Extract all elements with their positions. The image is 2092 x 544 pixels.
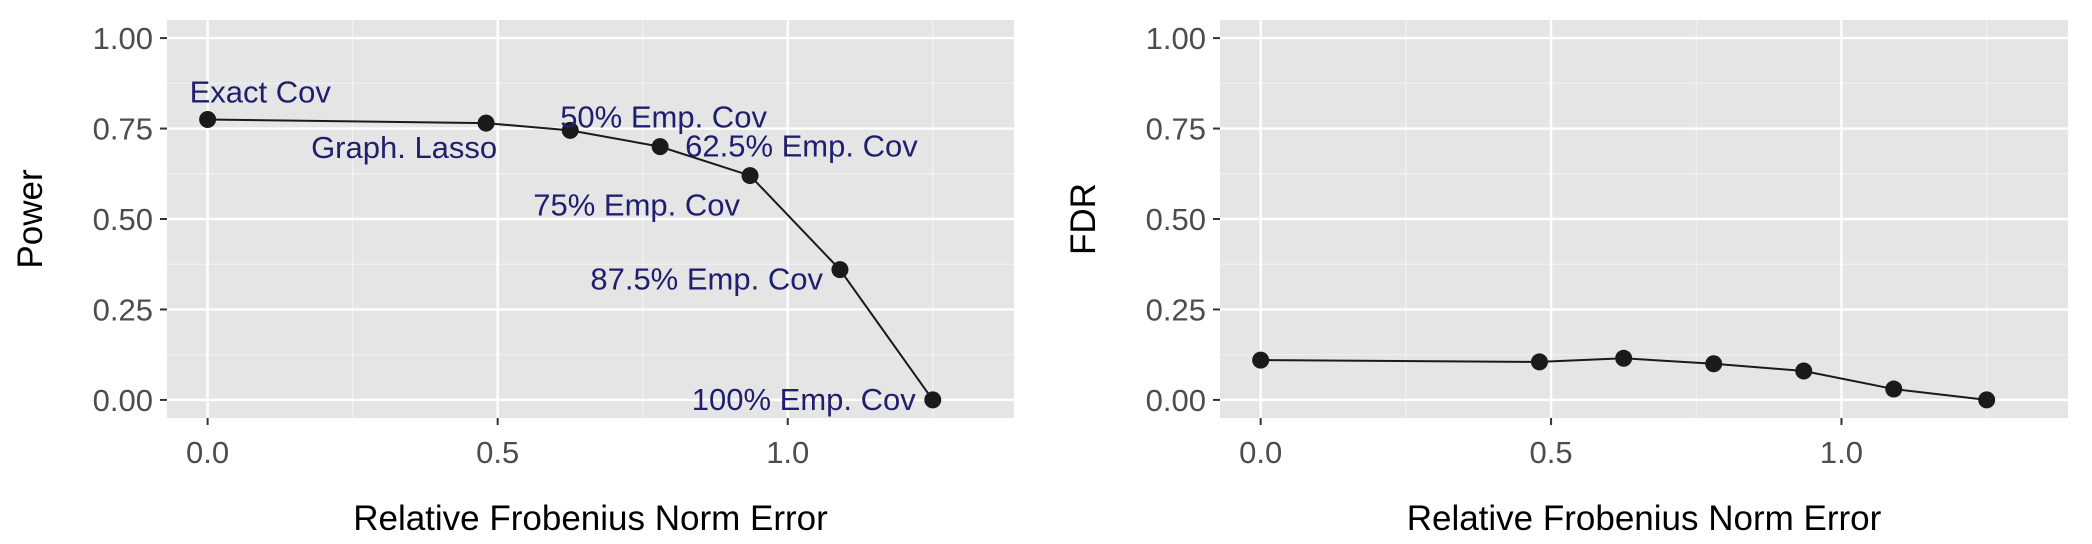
chart-panel-2: 0.00 0.25 0.50 0.75 1.00 0.0 0.5 1.0 Relative Fr…	[1064, 20, 2068, 538]
data-point	[651, 138, 669, 156]
y-tick-label: 0.00	[93, 383, 153, 418]
x-tick-label: 1.0	[1820, 435, 1863, 470]
point-annotation: 62.5% Emp. Cov	[685, 129, 918, 164]
x-tick-label: 0.0	[1239, 435, 1282, 470]
data-point	[1252, 351, 1270, 369]
data-point	[561, 121, 579, 139]
data-point	[199, 111, 217, 128]
data-point	[831, 261, 849, 279]
data-point	[1615, 349, 1633, 367]
data-point	[1885, 380, 1903, 398]
point-annotation: 87.5% Emp. Cov	[590, 262, 823, 297]
point-annotation: 75% Emp. Cov	[533, 188, 740, 223]
x-axis-title: Relative Frobenius Norm Error	[353, 499, 828, 538]
chart-panel-1: 0.00 0.25 0.50 0.75 1.00 0.0 0.5 1.0 Relative Fr…	[11, 20, 1014, 538]
data-point	[1795, 362, 1813, 380]
point-annotation: Exact Cov	[190, 75, 332, 110]
y-tick-label: 0.75	[93, 112, 153, 147]
y-tick-label: 0.50	[93, 202, 153, 237]
data-point	[741, 167, 759, 185]
point-annotation: Graph. Lasso	[311, 130, 497, 165]
x-axis-title: Relative Frobenius Norm Error	[1407, 499, 1882, 538]
y-tick-label: 0.25	[93, 292, 153, 327]
y-tick-label: 0.00	[1146, 383, 1206, 418]
data-point	[477, 114, 495, 132]
y-tick-label: 1.00	[93, 21, 153, 56]
y-tick-label: 0.25	[1146, 292, 1206, 327]
y-tick-label: 0.75	[1146, 112, 1206, 147]
x-tick-label: 0.5	[1530, 435, 1573, 470]
data-point	[924, 391, 942, 409]
y-axis-title: Power	[11, 169, 50, 269]
point-annotation: 100% Emp. Cov	[692, 382, 916, 417]
data-point	[1705, 355, 1723, 373]
y-axis-title: FDR	[1064, 183, 1103, 255]
point-annotation: 50% Emp. Cov	[560, 99, 767, 134]
y-tick-label: 1.00	[1146, 21, 1206, 56]
data-point	[1530, 353, 1548, 371]
y-tick-label: 0.50	[1146, 202, 1206, 237]
data-point	[1978, 391, 1996, 409]
x-tick-label: 0.5	[476, 435, 519, 470]
x-tick-label: 1.0	[766, 435, 809, 470]
x-tick-label: 0.0	[186, 435, 229, 470]
